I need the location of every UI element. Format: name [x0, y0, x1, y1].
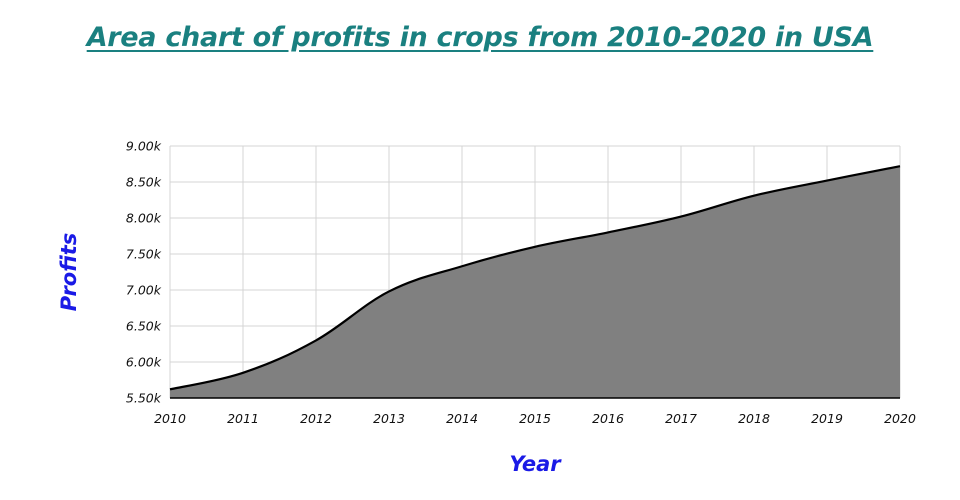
- x-tick-label: 2010: [154, 411, 186, 426]
- profit-area: [170, 166, 900, 398]
- x-tick-label: 2015: [519, 411, 551, 426]
- x-tick-label: 2018: [738, 411, 770, 426]
- profit-line: [169, 165, 901, 391]
- x-tick-label: 2012: [300, 411, 332, 426]
- x-tick-label: 2011: [227, 411, 259, 426]
- y-tick-label: 6.00k: [126, 355, 162, 370]
- y-tick-label: 7.50k: [126, 247, 162, 262]
- chart-title: Area chart of profits in crops from 2010…: [86, 22, 874, 53]
- x-axis-title: Year: [509, 452, 562, 476]
- x-axis-ticks: 2010 2011 2012 2013 2014 2015 2016 2017 2018 2019…: [154, 411, 916, 426]
- y-tick-label: 9.00k: [126, 139, 162, 154]
- y-tick-label: 6.50k: [126, 319, 162, 334]
- y-axis-title: Profits: [57, 233, 81, 312]
- x-tick-label: 2016: [592, 411, 624, 426]
- y-axis-ticks: 5.50k 6.00k 6.50k 7.00k 7.50k 8.00k 8.50k 9.00k: [126, 139, 162, 406]
- x-tick-label: 2013: [373, 411, 405, 426]
- x-tick-label: 2017: [665, 411, 697, 426]
- x-tick-label: 2014: [446, 411, 478, 426]
- y-tick-label: 7.00k: [126, 283, 162, 298]
- x-tick-label: 2019: [811, 411, 843, 426]
- y-tick-label: 5.50k: [126, 391, 162, 406]
- x-tick-label: 2020: [884, 411, 916, 426]
- y-tick-label: 8.50k: [126, 175, 162, 190]
- y-tick-label: 8.00k: [126, 211, 162, 226]
